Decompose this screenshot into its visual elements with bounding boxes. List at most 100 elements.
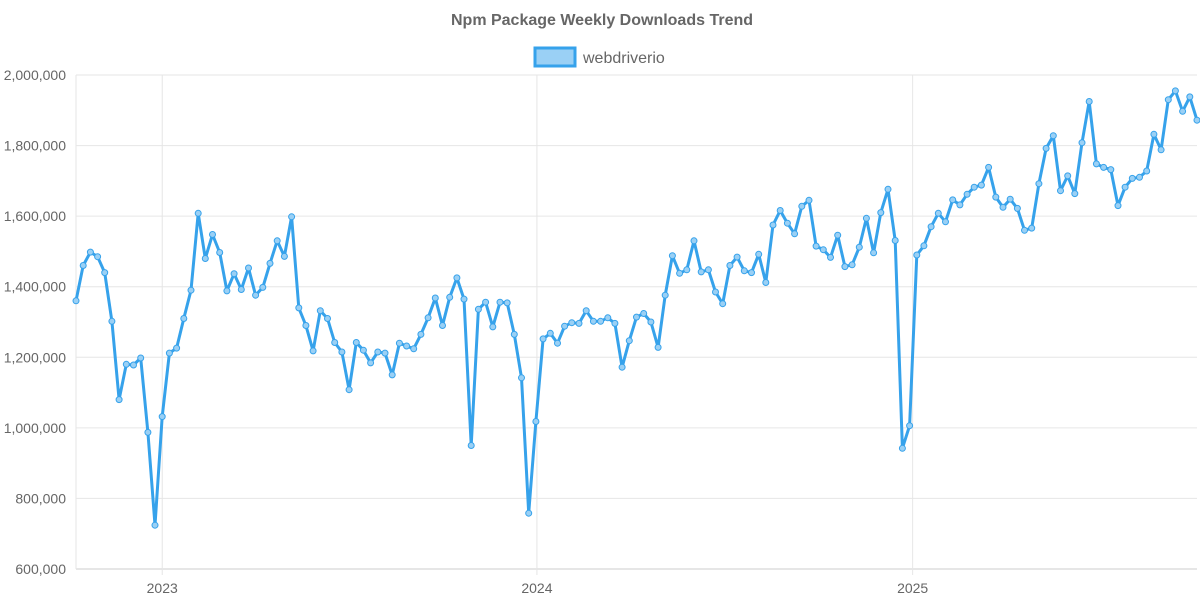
data-point[interactable] (374, 348, 382, 356)
data-point[interactable] (597, 317, 605, 325)
data-point[interactable] (1092, 160, 1100, 168)
data-point[interactable] (1057, 187, 1064, 195)
data-point[interactable] (999, 203, 1007, 211)
data-point[interactable] (359, 346, 367, 354)
data-point[interactable] (898, 444, 906, 452)
data-point[interactable] (554, 339, 561, 347)
data-point[interactable] (755, 250, 763, 258)
data-point[interactable] (575, 319, 583, 327)
data-point[interactable] (992, 193, 1000, 201)
data-point[interactable] (410, 345, 418, 353)
data-point[interactable] (733, 253, 741, 261)
data-point[interactable] (977, 181, 985, 189)
data-point[interactable] (144, 428, 152, 436)
data-point[interactable] (654, 343, 662, 351)
data-point[interactable] (748, 269, 755, 277)
data-point[interactable] (704, 266, 712, 274)
data-point[interactable] (697, 268, 705, 276)
data-point[interactable] (403, 342, 411, 350)
data-point[interactable] (187, 286, 195, 294)
data-point[interactable] (633, 313, 640, 321)
data-point[interactable] (474, 305, 482, 313)
data-point[interactable] (1013, 204, 1021, 212)
data-point[interactable] (539, 335, 547, 343)
data-point[interactable] (870, 249, 878, 257)
data-point[interactable] (1157, 146, 1165, 154)
data-point[interactable] (1078, 139, 1086, 147)
data-point[interactable] (604, 314, 612, 322)
data-point[interactable] (316, 307, 324, 315)
data-point[interactable] (582, 307, 590, 315)
data-point[interactable] (446, 293, 454, 301)
data-point[interactable] (381, 349, 389, 357)
data-point[interactable] (985, 163, 993, 171)
data-point[interactable] (647, 318, 655, 326)
data-point[interactable] (769, 221, 777, 229)
data-point[interactable] (79, 262, 87, 269)
data-point[interactable] (683, 266, 691, 274)
data-point[interactable] (467, 442, 475, 449)
data-point[interactable] (417, 330, 425, 338)
data-point[interactable] (173, 344, 181, 352)
data-point[interactable] (158, 413, 166, 421)
data-point[interactable] (1171, 87, 1179, 95)
data-point[interactable] (137, 354, 145, 362)
data-point[interactable] (237, 286, 245, 293)
data-point[interactable] (345, 386, 353, 394)
data-point[interactable] (877, 209, 885, 217)
data-point[interactable] (690, 237, 698, 245)
data-point[interactable] (776, 207, 784, 214)
data-point[interactable] (209, 231, 216, 238)
data-point[interactable] (115, 396, 123, 404)
data-point[interactable] (1128, 174, 1136, 182)
data-point[interactable] (1085, 98, 1093, 105)
data-point[interactable] (561, 322, 569, 330)
legend-swatch[interactable] (533, 46, 577, 68)
data-point[interactable] (324, 315, 331, 322)
data-point[interactable] (611, 319, 619, 327)
data-point[interactable] (913, 251, 921, 259)
data-point[interactable] (827, 253, 834, 261)
data-point[interactable] (510, 330, 518, 338)
data-point[interactable] (532, 418, 540, 425)
data-point[interactable] (302, 322, 310, 329)
data-point[interactable] (1179, 107, 1187, 115)
data-point[interactable] (927, 223, 935, 231)
data-point[interactable] (1021, 226, 1028, 234)
data-point[interactable] (1028, 224, 1036, 232)
data-point[interactable] (884, 185, 892, 193)
data-point[interactable] (841, 263, 849, 271)
data-point[interactable] (338, 348, 346, 356)
data-point[interactable] (848, 261, 856, 269)
data-point[interactable] (525, 509, 533, 517)
data-point[interactable] (259, 283, 267, 291)
data-point[interactable] (496, 298, 504, 306)
data-point[interactable] (424, 314, 432, 322)
data-point[interactable] (108, 317, 116, 325)
data-point[interactable] (1006, 195, 1014, 203)
data-point[interactable] (352, 339, 360, 346)
data-point[interactable] (1164, 96, 1172, 104)
data-point[interactable] (791, 230, 799, 238)
data-point[interactable] (589, 317, 597, 325)
data-point[interactable] (618, 363, 626, 371)
data-point[interactable] (1150, 130, 1158, 138)
data-point[interactable] (280, 252, 288, 260)
data-point[interactable] (151, 521, 159, 529)
data-point[interactable] (94, 253, 102, 261)
data-point[interactable] (934, 209, 942, 217)
data-point[interactable] (1114, 202, 1122, 210)
data-point[interactable] (568, 319, 576, 327)
data-point[interactable] (640, 310, 648, 317)
data-point[interactable] (460, 295, 468, 303)
data-point[interactable] (223, 287, 231, 295)
data-point[interactable] (855, 243, 863, 251)
data-point[interactable] (676, 269, 684, 277)
data-point[interactable] (1035, 180, 1043, 188)
data-point[interactable] (489, 323, 497, 331)
data-point[interactable] (309, 347, 317, 355)
data-point[interactable] (1064, 172, 1072, 180)
data-point[interactable] (1042, 144, 1050, 152)
data-point[interactable] (101, 269, 109, 277)
data-point[interactable] (72, 297, 80, 305)
